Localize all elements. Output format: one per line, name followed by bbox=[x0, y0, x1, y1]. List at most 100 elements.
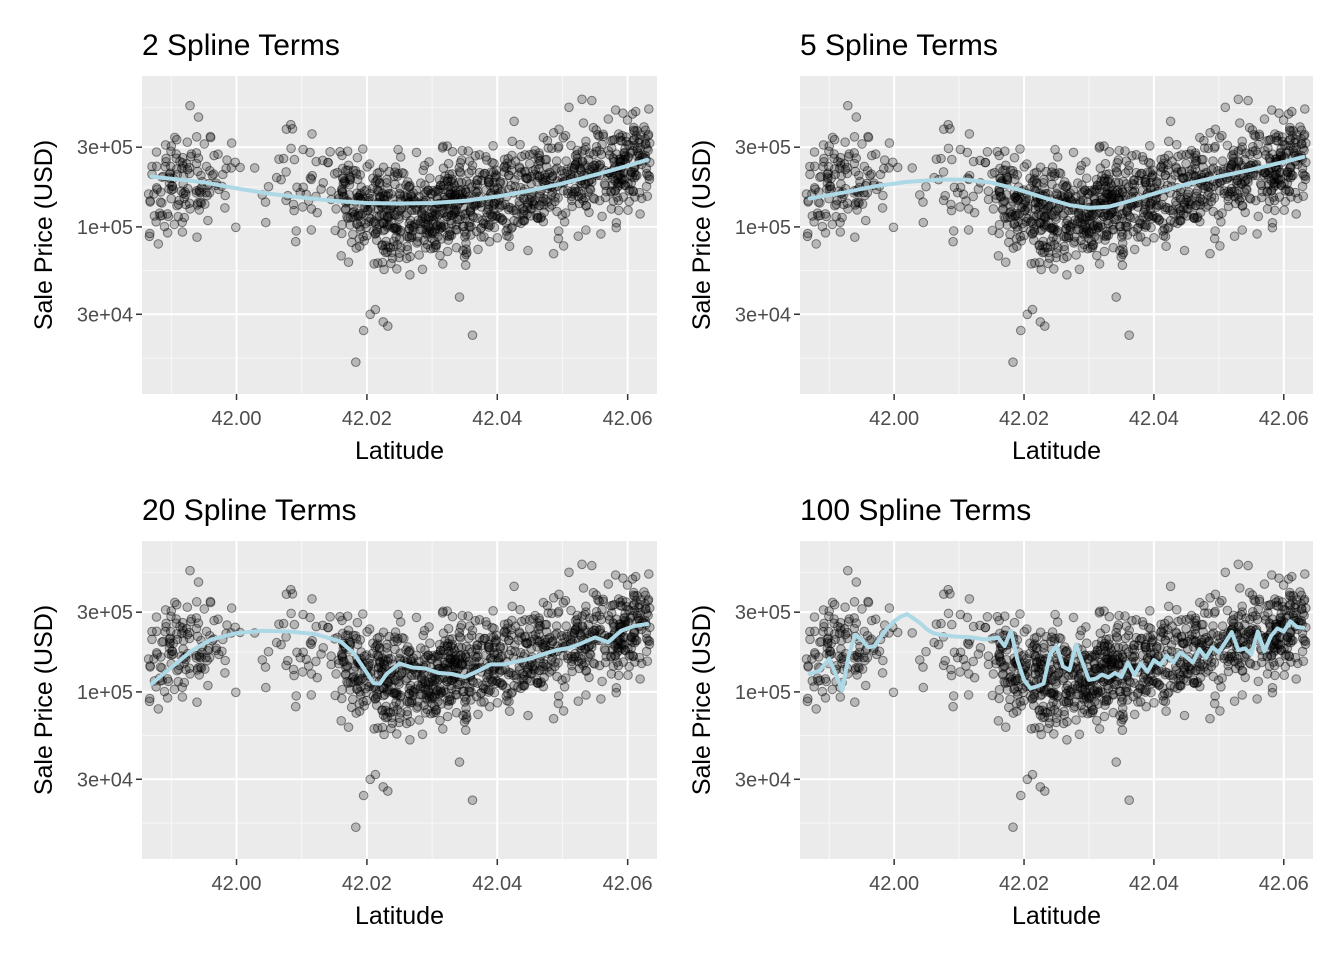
scatter-point bbox=[629, 629, 638, 638]
scatter-point bbox=[443, 658, 452, 667]
scatter-point bbox=[964, 226, 973, 235]
scatter-point bbox=[1129, 188, 1138, 197]
scatter-point bbox=[355, 677, 364, 686]
scatter-point bbox=[326, 148, 335, 157]
scatter-point bbox=[1044, 724, 1053, 733]
y-tick-label: 1e+05 bbox=[735, 682, 791, 704]
scatter-point bbox=[352, 358, 361, 367]
scatter-point bbox=[1244, 96, 1253, 105]
scatter-point bbox=[415, 716, 424, 725]
scatter-point bbox=[468, 626, 477, 635]
scatter-point bbox=[1016, 145, 1025, 154]
scatter-point bbox=[565, 103, 574, 112]
scatter-point bbox=[597, 695, 606, 704]
scatter-point bbox=[206, 133, 215, 142]
scatter-point bbox=[1075, 730, 1084, 739]
scatter-point bbox=[996, 164, 1005, 173]
scatter-point bbox=[186, 566, 195, 575]
scatter-point bbox=[525, 150, 534, 159]
scatter-point bbox=[520, 671, 529, 680]
scatter-point bbox=[1063, 736, 1072, 745]
scatter-point bbox=[578, 95, 587, 104]
scatter-point bbox=[332, 205, 341, 214]
scatter-point bbox=[339, 174, 348, 183]
scatter-point bbox=[611, 571, 620, 580]
scatter-point bbox=[197, 664, 206, 673]
scatter-point bbox=[391, 168, 400, 177]
scatter-point bbox=[1166, 117, 1175, 126]
scatter-point bbox=[995, 151, 1004, 160]
scatter-point bbox=[1136, 684, 1145, 693]
scatter-point bbox=[1174, 152, 1183, 161]
scatter-point bbox=[1041, 322, 1050, 331]
scatter-point bbox=[1009, 709, 1018, 718]
scatter-point bbox=[850, 133, 859, 142]
scatter-point bbox=[290, 620, 299, 629]
scatter-point bbox=[1276, 149, 1285, 158]
scatter-point bbox=[434, 697, 443, 706]
scatter-point bbox=[299, 145, 308, 154]
scatter-point bbox=[488, 212, 497, 221]
scatter-point bbox=[1103, 227, 1112, 236]
scatter-point bbox=[1139, 621, 1148, 630]
scatter-point bbox=[1095, 260, 1104, 269]
scatter-point bbox=[417, 644, 426, 653]
scatter-point bbox=[383, 713, 392, 722]
scatter-point bbox=[624, 671, 633, 680]
scatter-point bbox=[589, 150, 598, 159]
x-tick-label: 42.02 bbox=[342, 873, 392, 895]
scatter-point bbox=[473, 176, 482, 185]
scatter-point bbox=[1166, 216, 1175, 225]
scatter-point bbox=[1075, 265, 1084, 274]
scatter-point bbox=[855, 648, 864, 657]
scatter-point bbox=[851, 233, 860, 242]
scatter-point bbox=[1050, 705, 1059, 714]
x-tick-label: 42.02 bbox=[342, 408, 392, 430]
scatter-point bbox=[1254, 212, 1263, 221]
scatter-point bbox=[540, 171, 549, 180]
scatter-point bbox=[193, 233, 202, 242]
scatter-point bbox=[645, 105, 654, 114]
scatter-point bbox=[866, 171, 875, 180]
scatter-point bbox=[436, 251, 445, 260]
scatter-point bbox=[458, 222, 467, 231]
scatter-point bbox=[455, 293, 464, 302]
scatter-point bbox=[1162, 242, 1171, 251]
scatter-point bbox=[444, 159, 453, 168]
scatter-point bbox=[949, 702, 958, 711]
scatter-point bbox=[806, 635, 815, 644]
scatter-point bbox=[946, 590, 955, 599]
scatter-point bbox=[496, 179, 505, 188]
scatter-point bbox=[383, 640, 392, 649]
scatter-point bbox=[1130, 245, 1139, 254]
scatter-point bbox=[1206, 249, 1215, 258]
scatter-point bbox=[1051, 145, 1060, 154]
scatter-point bbox=[1040, 713, 1049, 722]
scatter-point bbox=[1074, 208, 1083, 217]
scatter-point bbox=[552, 622, 561, 631]
scatter-point bbox=[264, 647, 273, 656]
scatter-point bbox=[970, 208, 979, 217]
scatter-point bbox=[1016, 697, 1025, 706]
scatter-point bbox=[1069, 148, 1078, 157]
scatter-point bbox=[1289, 127, 1298, 136]
scatter-point bbox=[166, 627, 175, 636]
scatter-point bbox=[996, 174, 1005, 183]
scatter-point bbox=[822, 212, 831, 221]
scatter-point bbox=[611, 106, 620, 115]
scatter-point bbox=[1164, 137, 1173, 146]
scatter-point bbox=[1146, 142, 1155, 151]
scatter-point bbox=[916, 191, 925, 200]
scatter-point bbox=[406, 736, 415, 745]
scatter-point bbox=[851, 167, 860, 176]
scatter-point bbox=[814, 212, 823, 221]
scatter-point bbox=[282, 168, 291, 177]
x-axis-title: Latitude bbox=[355, 902, 444, 930]
y-tick-label: 3e+05 bbox=[735, 602, 791, 624]
scatter-point bbox=[187, 152, 196, 161]
scatter-point bbox=[893, 628, 902, 637]
scatter-point bbox=[1001, 723, 1010, 732]
scatter-point bbox=[539, 133, 548, 142]
scatter-point bbox=[643, 657, 652, 666]
scatter-point bbox=[549, 129, 558, 138]
